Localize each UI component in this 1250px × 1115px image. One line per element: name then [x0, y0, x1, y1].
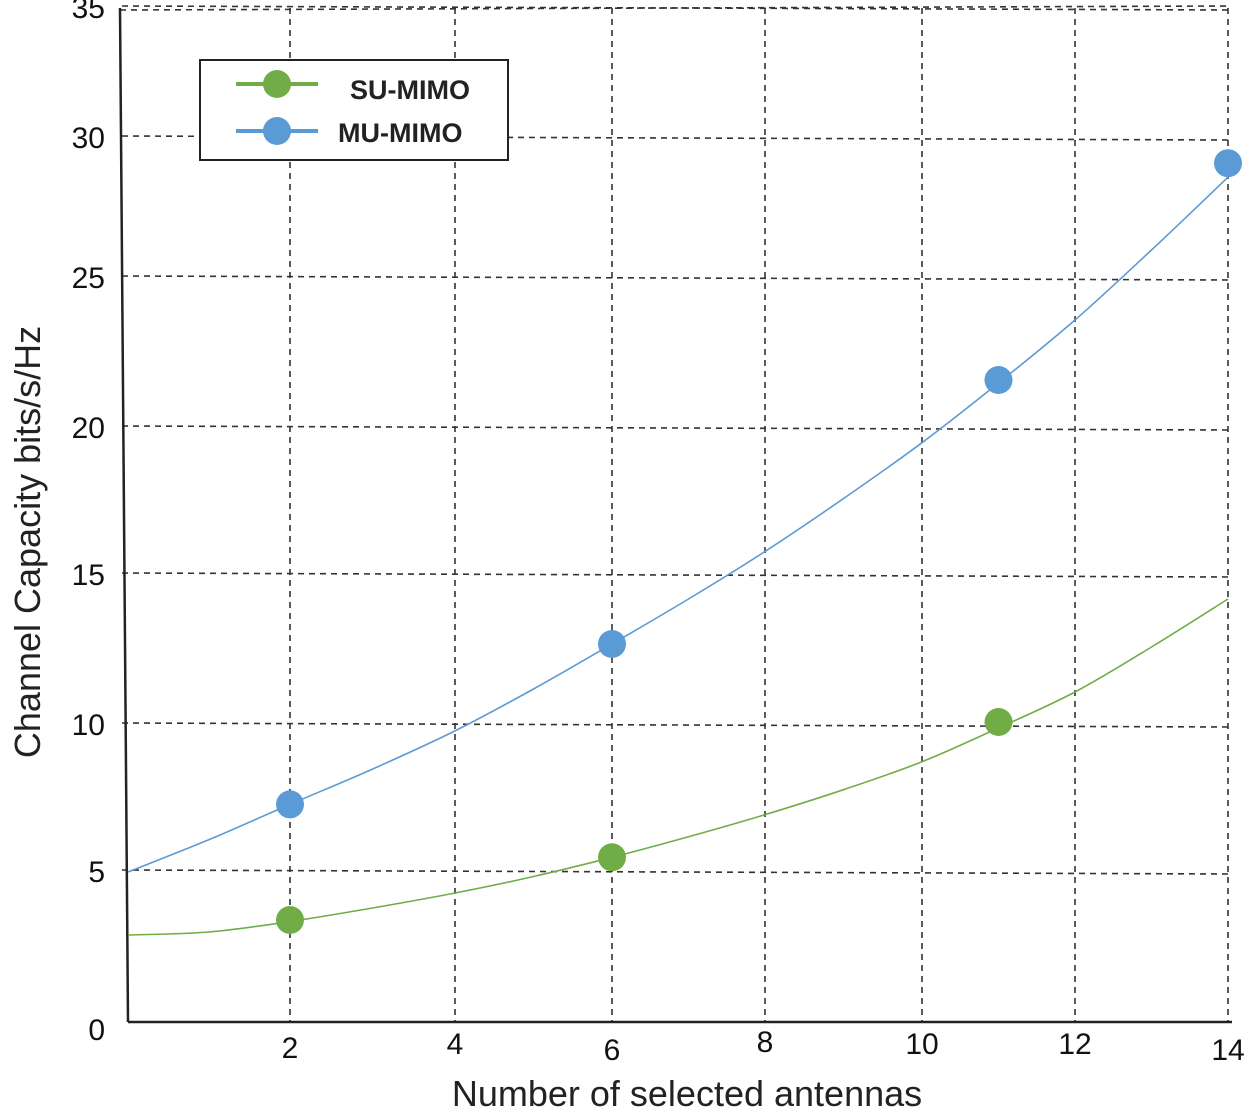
mu-mimo-trend-line: [127, 176, 1229, 873]
grid-line-y-20: [121, 425, 1231, 431]
y-tick-label-0: 0: [88, 1014, 105, 1047]
x-tick-label-12: 12: [1058, 1028, 1091, 1061]
y-tick-label-15: 15: [72, 559, 105, 592]
x-tick-label-8: 8: [757, 1026, 774, 1059]
mu-mimo-marker-0: [276, 790, 304, 819]
grid-line-y-15: [121, 572, 1231, 578]
mu-mimo-marker-1: [598, 630, 626, 658]
grid-line-y-10: [121, 722, 1231, 728]
grid-line-y-30: [121, 135, 1231, 141]
x-tick-labels: 2 4 6 8 10 12 14: [282, 1026, 1245, 1067]
grid-line-y-25: [121, 275, 1231, 281]
legend-su-mimo-label: SU-MIMO: [350, 75, 470, 105]
y-tick-labels: 0 5 10 15 20 25 30 35: [72, 0, 105, 1047]
x-axis-title: Number of selected antennas: [452, 1073, 922, 1114]
grid-line-y-35: [121, 5, 1231, 11]
y-axis-line: [118, 7, 130, 1023]
y-tick-label-35: 35: [72, 0, 105, 25]
y-axis-title: Channel Capacity bits/s/Hz: [7, 326, 48, 758]
y-tick-label-20: 20: [72, 412, 105, 445]
series: [127, 149, 1242, 936]
x-tick-label-14: 14: [1211, 1034, 1244, 1067]
legend-mu-mimo-label: MU-MIMO: [338, 118, 462, 148]
legend-mu-mimo-marker: [263, 117, 291, 145]
mu-mimo-marker-2: [984, 366, 1013, 394]
x-tick-label-4: 4: [447, 1028, 464, 1061]
su-mimo-marker-1: [598, 843, 626, 872]
y-tick-label-30: 30: [72, 122, 105, 155]
mu-mimo-marker-3: [1214, 149, 1242, 178]
x-tick-label-2: 2: [282, 1032, 299, 1065]
x-tick-label-6: 6: [604, 1034, 621, 1067]
axes: [118, 7, 1232, 1024]
grid-line-y-5: [121, 869, 1231, 875]
legend: SU-MIMO MU-MIMO: [199, 59, 509, 161]
y-tick-label-10: 10: [72, 709, 105, 742]
su-mimo-marker-0: [276, 906, 304, 934]
legend-box: [199, 59, 509, 161]
grid: [119, 5, 1231, 1022]
su-mimo-trend-line: [127, 598, 1229, 936]
y-tick-label-5: 5: [88, 856, 105, 889]
grid-line-top: [119, 5, 1231, 11]
su-mimo-marker-2: [984, 708, 1013, 736]
x-tick-label-10: 10: [905, 1028, 938, 1061]
y-tick-label-25: 25: [72, 262, 105, 295]
legend-su-mimo-marker: [263, 70, 291, 98]
